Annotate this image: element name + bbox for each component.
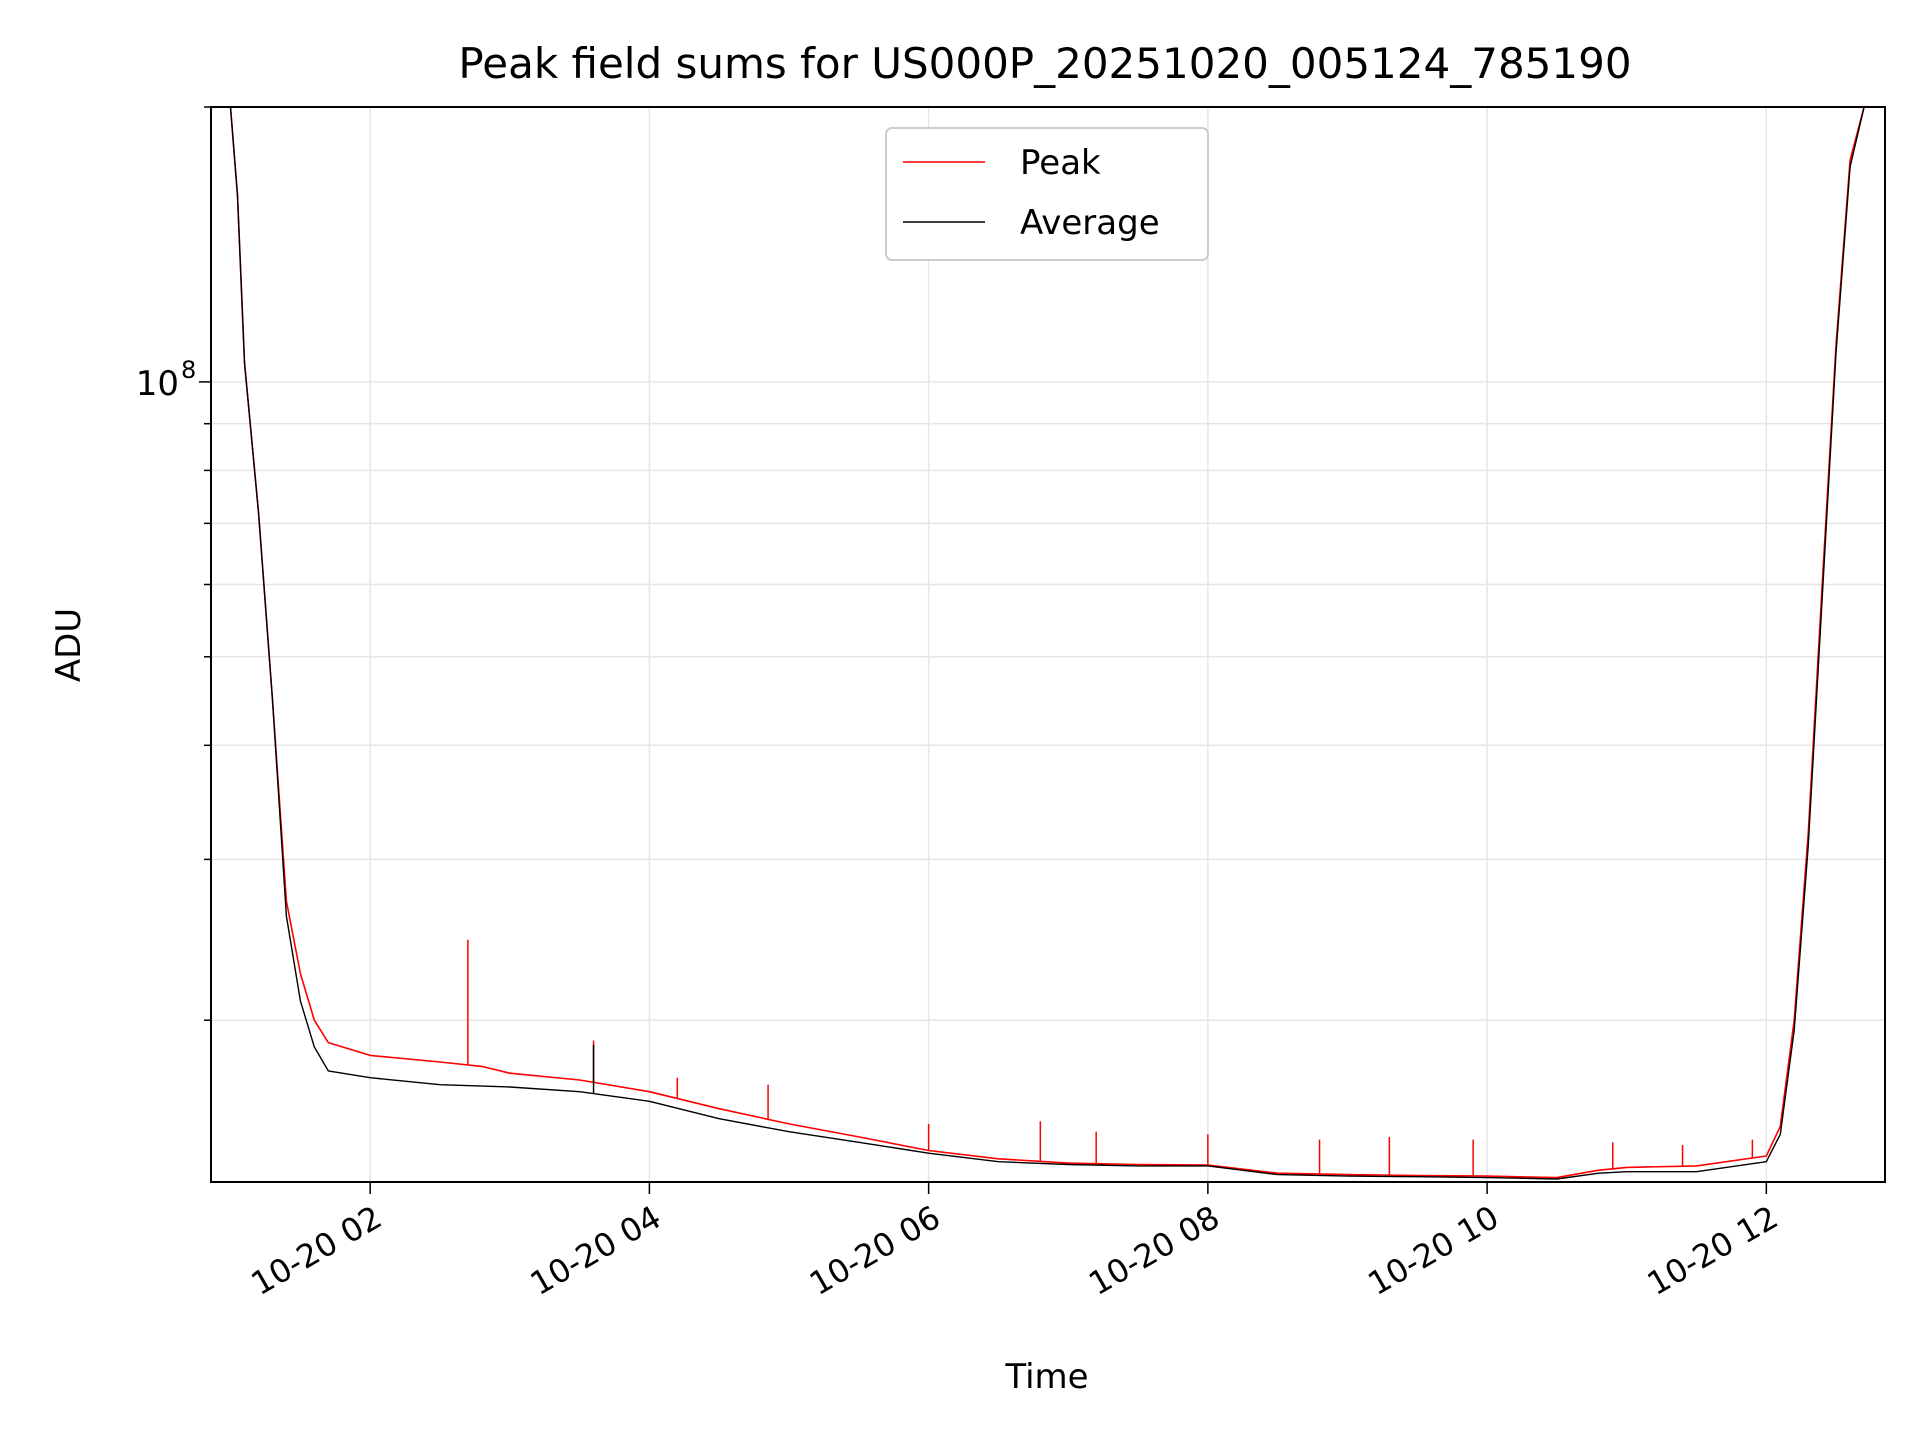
y-tick-label: 10: [136, 364, 179, 404]
legend-label-peak: Peak: [1020, 143, 1101, 183]
y-axis-ticks: 10 8: [136, 106, 211, 1021]
legend: Peak Average: [885, 127, 1209, 261]
average-line: [211, 106, 1885, 1180]
y-tick-label-exponent: 8: [181, 356, 196, 384]
legend-label-average: Average: [1020, 203, 1160, 243]
peak-line: [211, 106, 1885, 1179]
legend-box: [885, 127, 1209, 261]
series-average: [211, 106, 1885, 1180]
plot-frame: [210, 106, 1886, 1183]
chart-title: Peak field sums for US000P_20251020_0051…: [458, 39, 1631, 88]
y-axis-label: ADU: [49, 608, 89, 682]
x-axis-label: Time: [1004, 1357, 1088, 1397]
